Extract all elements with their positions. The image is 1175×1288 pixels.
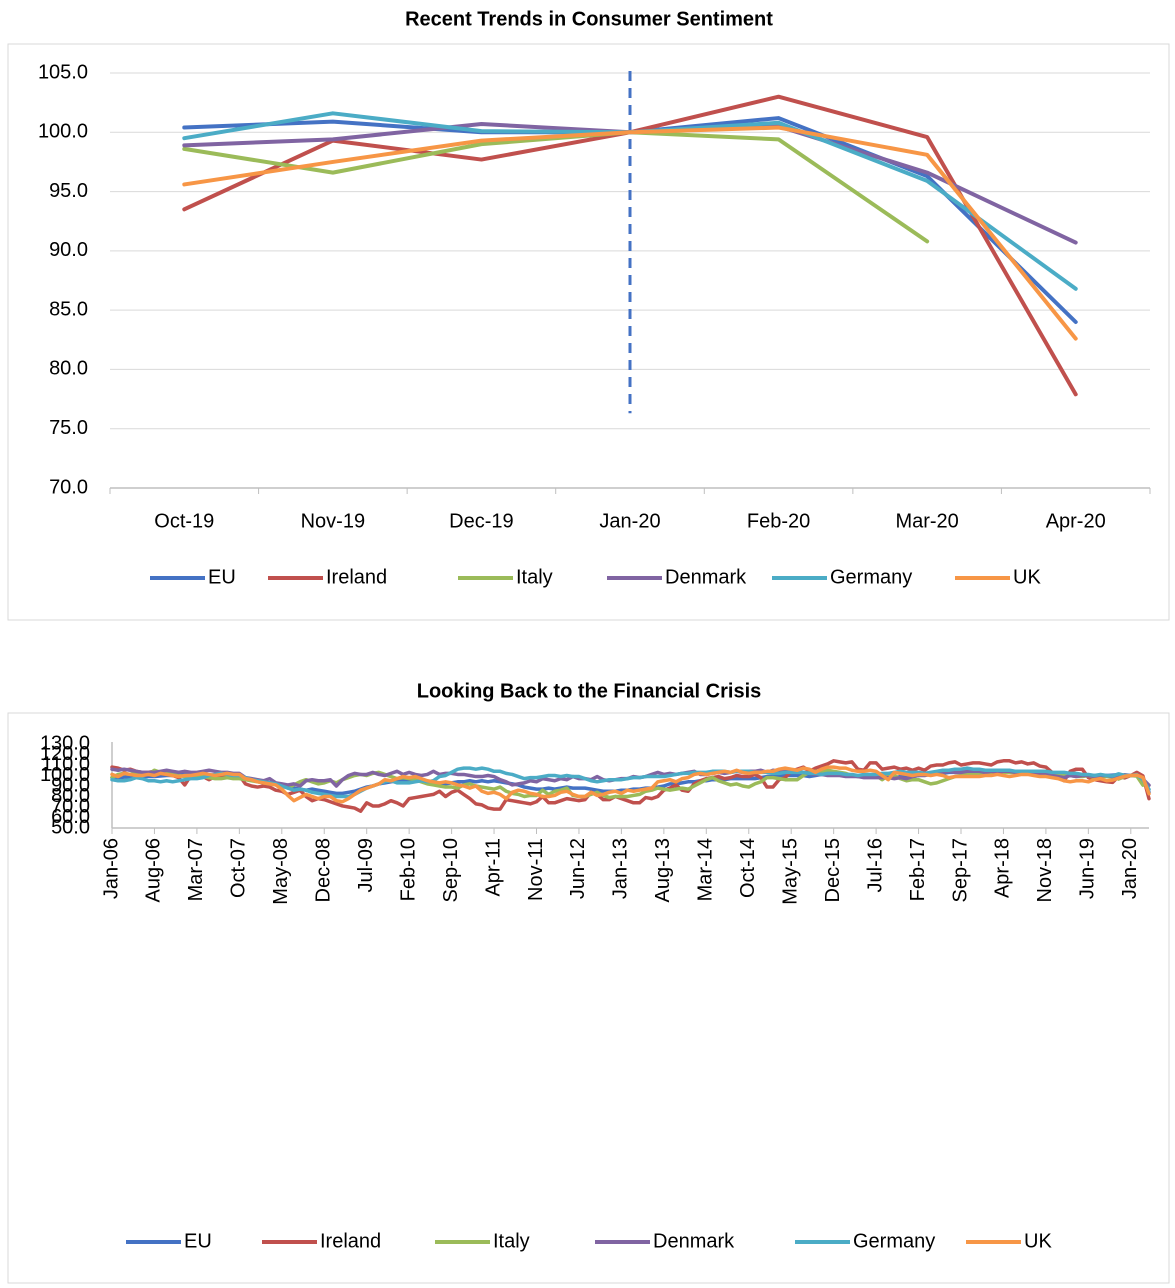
x-tick-label: Sep-10	[440, 838, 462, 903]
legend-label: EU	[208, 566, 236, 588]
series-line	[110, 759, 1151, 813]
x-tick-label: Feb-17	[907, 838, 929, 901]
y-tick-label: 60.0	[51, 806, 90, 828]
legend-label: UK	[1013, 566, 1041, 588]
x-tick-label: Oct-19	[154, 510, 214, 532]
x-tick-label: Feb-10	[397, 838, 419, 901]
x-tick-label: Mar-07	[185, 838, 207, 901]
legend-label: Denmark	[653, 1230, 735, 1252]
x-tick-label: Dec-08	[313, 838, 335, 902]
y-tick-label: 90.0	[51, 774, 90, 796]
y-tick-label: 70.0	[51, 795, 90, 817]
x-tick-label: May-08	[270, 838, 292, 905]
x-tick-label: Jun-12	[567, 838, 589, 899]
x-tick-label: Dec-19	[449, 510, 513, 532]
legend-label: Denmark	[665, 566, 747, 588]
x-tick-label: Aug-06	[143, 838, 165, 903]
legend-label: Germany	[853, 1230, 935, 1252]
x-tick-label: Nov-19	[301, 510, 365, 532]
legend-label: Germany	[830, 566, 912, 588]
y-tick-label: 80.0	[49, 358, 88, 380]
x-tick-label: Jan-06	[100, 838, 122, 899]
x-tick-label: Mar-20	[895, 510, 958, 532]
legend-label: UK	[1024, 1230, 1052, 1252]
legend-label: Ireland	[326, 566, 387, 588]
x-tick-label: Sep-17	[949, 838, 971, 903]
legend-label: Ireland	[320, 1230, 381, 1252]
x-tick-label: Nov-11	[525, 838, 547, 901]
chart-title: Looking Back to the Financial Crisis	[417, 680, 762, 702]
series-line	[182, 130, 930, 244]
x-tick-label: Jul-16	[864, 838, 886, 892]
x-tick-label: Apr-18	[992, 838, 1014, 898]
x-tick-label: Dec-15	[822, 838, 844, 902]
chart-title: Recent Trends in Consumer Sentiment	[405, 8, 773, 30]
y-tick-label: 110.0	[41, 753, 90, 775]
x-tick-label: Feb-20	[747, 510, 810, 532]
x-tick-label: Nov-18	[1034, 838, 1056, 902]
y-tick-label: 130.0	[40, 732, 90, 754]
series-line	[182, 125, 1078, 341]
x-tick-label: Jul-09	[355, 838, 377, 892]
series-line	[110, 765, 1151, 804]
x-tick-label: Oct-14	[737, 838, 759, 898]
chart-frame	[7, 712, 1170, 1284]
chart-frame	[7, 43, 1170, 621]
y-tick-label: 50.0	[51, 816, 90, 838]
x-tick-label: May-15	[779, 838, 801, 905]
x-tick-label: Mar-14	[695, 838, 717, 901]
x-tick-label: Aug-13	[652, 838, 674, 903]
x-tick-label: Jan-20	[599, 510, 660, 532]
y-tick-label: 95.0	[49, 180, 88, 202]
x-tick-label: Apr-11	[482, 838, 504, 897]
y-tick-label: 120.0	[40, 743, 90, 765]
y-tick-label: 85.0	[49, 298, 88, 320]
x-tick-label: Jan-13	[610, 838, 632, 899]
y-tick-label: 100.0	[38, 121, 88, 143]
y-tick-label: 90.0	[49, 239, 88, 261]
y-tick-label: 100.0	[40, 764, 90, 786]
y-tick-label: 80.0	[51, 785, 90, 807]
x-tick-label: Oct-07	[228, 838, 250, 898]
x-tick-label: Jun-19	[1077, 838, 1099, 899]
y-tick-label: 105.0	[38, 61, 88, 83]
legend-label: EU	[184, 1230, 212, 1252]
series-line	[110, 766, 1151, 799]
y-tick-label: 75.0	[49, 417, 88, 439]
x-tick-label: Apr-20	[1046, 510, 1106, 532]
legend-label: Italy	[493, 1230, 530, 1252]
legend-label: Italy	[516, 566, 553, 588]
x-tick-label: Jan-20	[1119, 838, 1141, 899]
y-tick-label: 70.0	[49, 476, 88, 498]
